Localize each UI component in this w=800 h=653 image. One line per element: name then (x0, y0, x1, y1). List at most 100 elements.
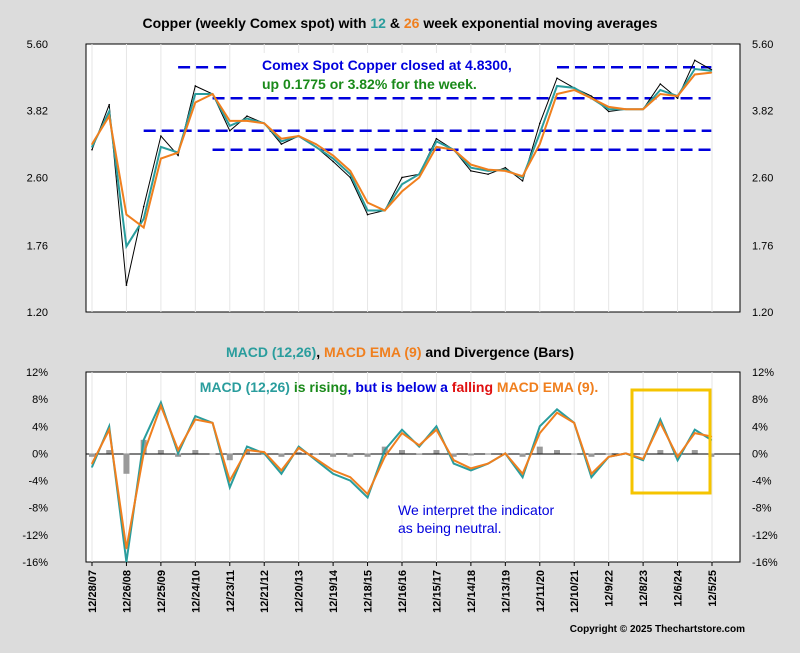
top-point (418, 176, 421, 179)
top-point (315, 146, 317, 148)
top-point (108, 110, 111, 113)
top-point (659, 83, 662, 85)
x-label: 12/26/08 (121, 570, 133, 613)
x-label: 12/9/22 (604, 570, 616, 607)
top-point (211, 93, 214, 95)
macd-point (177, 452, 179, 455)
interpret-line-2: as being neutral. (398, 520, 502, 536)
top-point (177, 151, 179, 154)
macd-point (676, 459, 679, 462)
annotation-bg (258, 53, 520, 97)
macd-point (246, 449, 248, 451)
divergence-bar (450, 453, 457, 457)
top-point (556, 85, 558, 87)
macd-point (693, 432, 696, 434)
macd-point (693, 428, 696, 431)
divergence-bar (295, 452, 302, 454)
top-point (383, 209, 386, 212)
macd-point (435, 425, 438, 428)
top-point (607, 110, 610, 113)
top-y-tick-left: 5.60 (27, 39, 48, 51)
divergence-bar (157, 450, 164, 454)
divergence-bar (433, 450, 440, 454)
top-point (710, 70, 713, 72)
top-point (401, 190, 403, 193)
macd-point (315, 458, 317, 460)
top-point (160, 157, 162, 160)
top-point (693, 68, 696, 70)
macd-point (142, 439, 145, 441)
top-point (246, 117, 248, 120)
top-point (573, 87, 576, 89)
top-y-tick-left: 2.60 (27, 172, 48, 184)
bottom-y-tick-left: 0% (32, 448, 48, 460)
top-y-ticks-right: 5.60 3.82 2.60 1.76 1.20 (752, 39, 773, 319)
top-point (246, 115, 248, 117)
macd-point (263, 451, 266, 453)
top-point (297, 135, 300, 137)
divergence-bar (467, 453, 474, 456)
macd-point (401, 432, 403, 434)
top-point (418, 173, 421, 175)
divergence-bar (519, 453, 526, 457)
divergence-bar (399, 450, 405, 454)
macd-point (383, 456, 386, 458)
top-point (556, 93, 558, 95)
top-point (676, 97, 679, 100)
divergence-bar (571, 453, 578, 455)
top-point (160, 146, 162, 148)
macd-point (590, 476, 593, 478)
macd-point (228, 486, 231, 489)
x-label: 12/18/15 (363, 570, 375, 613)
top-point (470, 170, 472, 172)
bottom-y-tick-right: 0% (752, 448, 768, 460)
bottom-y-tick-right: 4% (752, 421, 768, 433)
divergence-bar (347, 453, 354, 457)
top-point (521, 175, 524, 177)
macd-point (349, 476, 352, 478)
divergence-bar (588, 453, 595, 457)
macd-point (590, 472, 593, 475)
divergence-bar (691, 450, 698, 454)
macd-point (521, 472, 524, 475)
macd-point (108, 428, 111, 431)
bottom-y-tick-right: -4% (752, 476, 772, 488)
divergence-bar (330, 453, 337, 457)
title-part: MACD (12,26) (226, 344, 316, 360)
top-point (280, 143, 283, 145)
top-point (401, 183, 403, 186)
macd-point (607, 456, 610, 458)
top-point (332, 157, 334, 160)
divergence-bar (364, 453, 371, 457)
top-point (108, 115, 111, 117)
macd-point (91, 466, 93, 468)
macd-point (366, 496, 369, 499)
macd-point (297, 447, 300, 449)
macd-point (556, 408, 558, 411)
top-point (487, 168, 489, 171)
top-series-group (91, 59, 713, 286)
top-point (142, 205, 145, 208)
macd-point (521, 476, 524, 478)
top-point (194, 85, 197, 87)
divergence-bar (657, 450, 664, 454)
macd-point (160, 401, 162, 404)
x-label: 12/19/14 (328, 569, 340, 613)
bottom-series-group (91, 399, 713, 563)
top-point (504, 170, 507, 172)
title-part: and Divergence (Bars) (422, 344, 575, 360)
top-y-ticks-left: 5.60 3.82 2.60 1.76 1.20 (27, 39, 48, 319)
bottom-y-tick-left: 8% (32, 394, 48, 406)
bottom-y-tick-right: -12% (752, 530, 778, 542)
title-part: Copper (weekly Comex spot) with (142, 15, 370, 31)
top-point (108, 103, 111, 106)
top-y-tick-right: 1.76 (752, 240, 773, 252)
top-point (228, 124, 231, 127)
divergence-bar (554, 450, 560, 454)
macd-point (383, 449, 386, 451)
top-point (607, 106, 610, 108)
title-part: week exponential moving averages (419, 15, 657, 31)
x-label: 12/10/21 (569, 570, 581, 613)
top-point (538, 132, 541, 135)
top-point (521, 180, 524, 182)
